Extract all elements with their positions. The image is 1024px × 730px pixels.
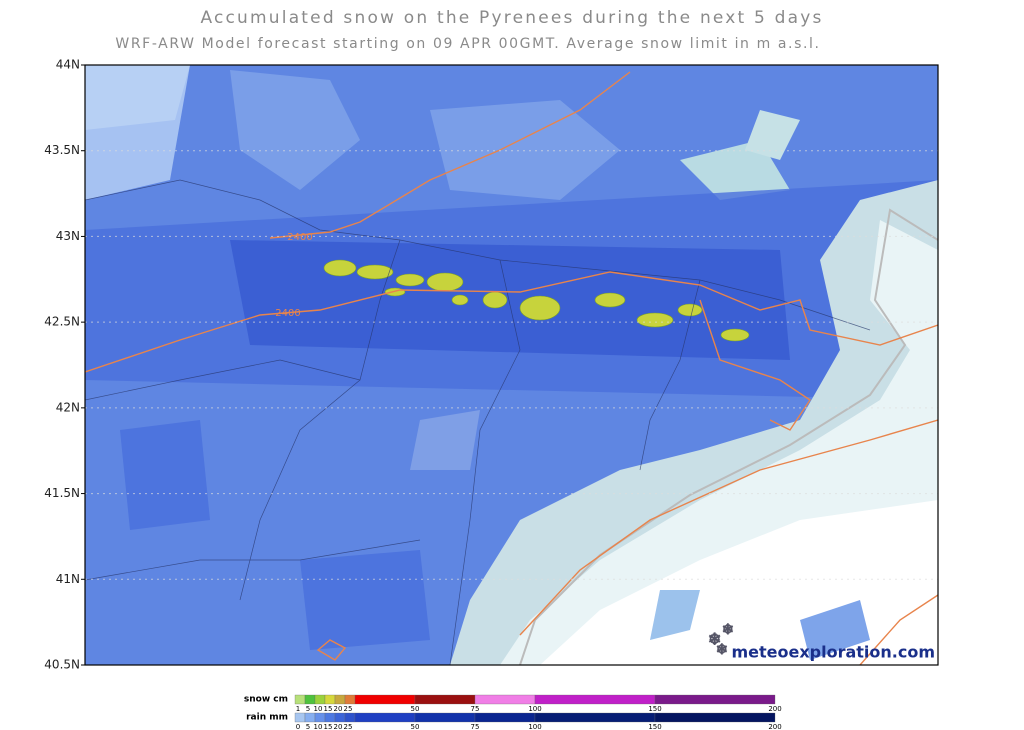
- color-swatch: [534, 712, 656, 723]
- legend-tick: 0: [296, 723, 300, 730]
- coastline: [519, 208, 938, 665]
- title: Accumulated snow on the Pyrenees during …: [200, 8, 823, 28]
- lat-label: 43.5N: [44, 143, 80, 157]
- lat-labels: 44N 43.5N 43N 42.5N 42N 41.5N 41N 40.5N: [44, 58, 85, 672]
- legend-tick: 150: [648, 723, 661, 730]
- lat-label: 41.5N: [44, 486, 80, 500]
- color-swatch: [354, 712, 416, 723]
- pyrenees-core: [230, 240, 790, 360]
- lat-label: 43N: [56, 229, 80, 243]
- lat-label: 44N: [56, 58, 80, 72]
- legend-label: rain mm: [246, 713, 288, 723]
- legend-tick: 25: [344, 723, 353, 730]
- map-frame: [84, 64, 939, 666]
- island: [650, 590, 700, 640]
- legend-tick: 150: [648, 705, 661, 713]
- map: 2400 2400 ❄ ❄❄ meteoexploration.com: [85, 65, 938, 665]
- svg-text:❄: ❄: [716, 642, 728, 658]
- color-swatch: [354, 694, 416, 705]
- legend-tick: 10: [314, 723, 323, 730]
- color-swatch: [344, 712, 356, 723]
- legend-label: snow cm: [244, 695, 288, 705]
- region: [430, 100, 620, 200]
- color-swatch: [344, 694, 356, 705]
- legend-tick: 1: [296, 705, 300, 713]
- svg-text:❄: ❄: [708, 630, 721, 649]
- legend-tick: 75: [471, 705, 480, 713]
- logo-icon: ❄ ❄❄: [708, 622, 735, 659]
- color-swatch: [534, 694, 656, 705]
- region: [745, 110, 800, 160]
- color-swatch: [304, 694, 316, 705]
- region: [800, 600, 870, 660]
- legend-tick: 50: [411, 723, 420, 730]
- legend-tick: 5: [306, 723, 310, 730]
- legend-tick: 75: [471, 723, 480, 730]
- color-swatch: [414, 694, 476, 705]
- graticule: [85, 150, 938, 580]
- svg-text:❄: ❄: [722, 622, 734, 638]
- legend-tick: 20: [334, 705, 343, 713]
- color-swatch: [294, 694, 306, 705]
- region: [300, 550, 430, 650]
- borders: [85, 179, 871, 665]
- subtitle: WRF-ARW Model forecast starting on 09 AP…: [115, 36, 820, 52]
- contour-label: 2400: [275, 308, 300, 319]
- color-swatch: [414, 712, 476, 723]
- color-swatch: [324, 712, 336, 723]
- color-swatch: [474, 694, 536, 705]
- watermark: meteoexploration.com: [731, 643, 935, 662]
- legend-tick: 100: [528, 723, 541, 730]
- lat-label: 41N: [56, 572, 80, 586]
- color-swatch: [314, 694, 326, 705]
- color-swatch: [334, 694, 346, 705]
- region: [120, 420, 210, 530]
- lat-label: 40.5N: [44, 658, 80, 672]
- legend-tick: 200: [768, 723, 781, 730]
- lat-label: 42.5N: [44, 315, 80, 329]
- lat-label: 42N: [56, 400, 80, 414]
- legend-tick: 10: [314, 705, 323, 713]
- legend-tick: 100: [528, 705, 541, 713]
- color-swatch: [324, 694, 336, 705]
- snow-limit-contour: [85, 71, 938, 665]
- region: [230, 70, 360, 190]
- color-swatch: [314, 712, 326, 723]
- legend-tick: 25: [344, 705, 353, 713]
- region: [410, 410, 480, 470]
- legend-tick: 15: [324, 705, 333, 713]
- color-swatch: [654, 694, 776, 705]
- legend-tick: 50: [411, 705, 420, 713]
- color-swatch: [334, 712, 346, 723]
- snow-patches: [323, 259, 750, 342]
- color-swatch: [654, 712, 776, 723]
- legend-tick: 20: [334, 723, 343, 730]
- color-swatch: [474, 712, 536, 723]
- legend-tick: 200: [768, 705, 781, 713]
- color-swatch: [294, 712, 306, 723]
- legend-tick: 5: [306, 705, 310, 713]
- contour-label: 2400: [287, 232, 312, 243]
- sea: [85, 65, 190, 130]
- legend-tick: 15: [324, 723, 333, 730]
- color-swatch: [304, 712, 316, 723]
